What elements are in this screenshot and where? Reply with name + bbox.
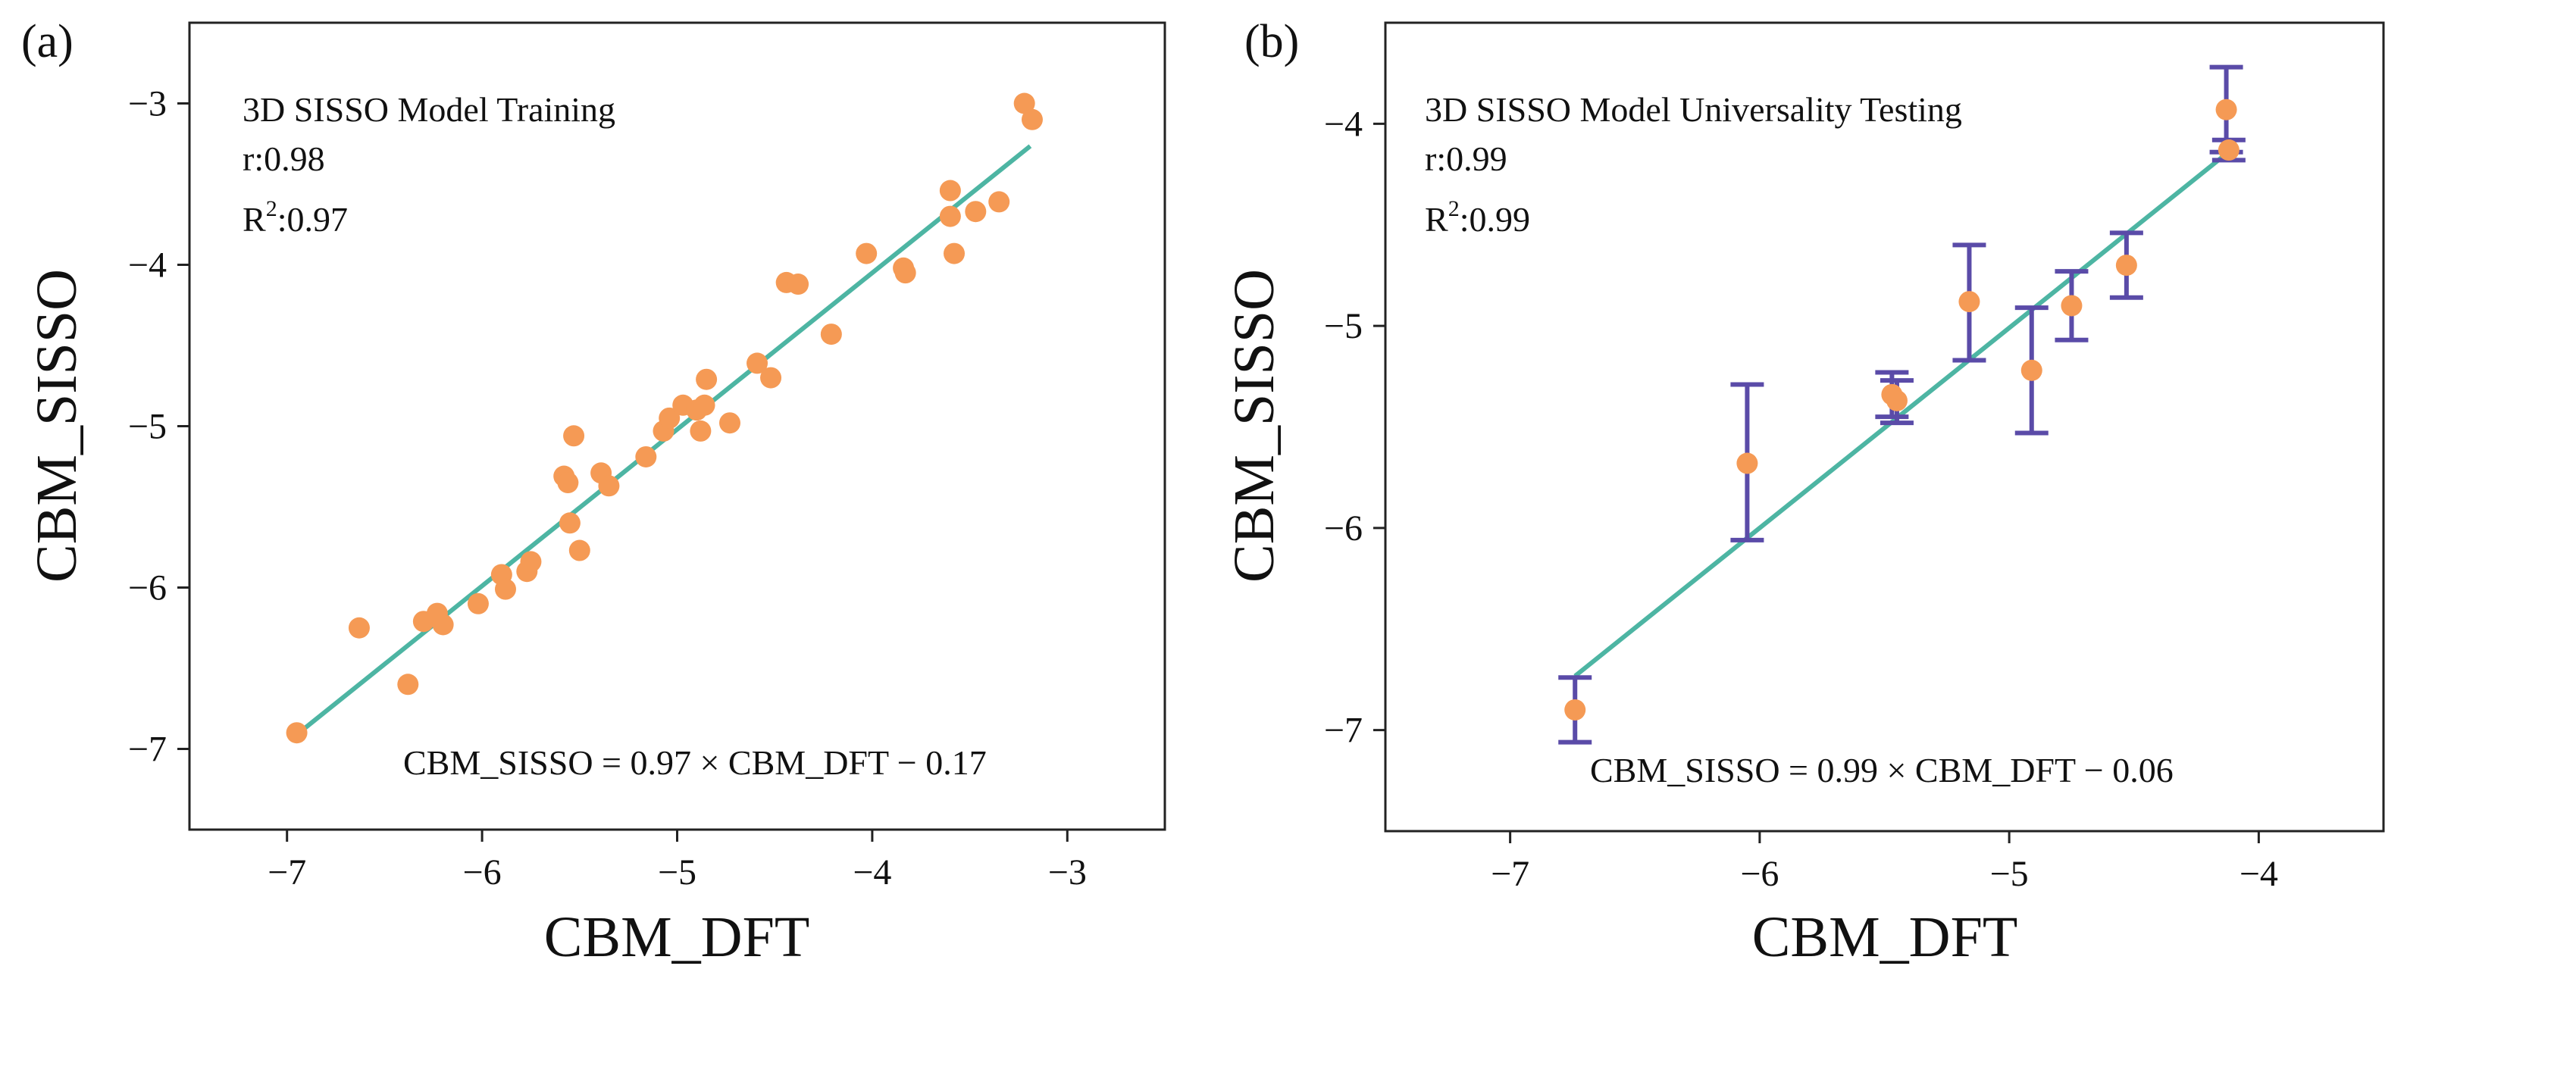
panel-a-r2-superscript: 2	[266, 196, 277, 221]
panel-b-fit-line-group	[1573, 150, 2230, 678]
panel-a-x-tick-label: −6	[463, 852, 502, 893]
panel-a-data-point	[1013, 92, 1035, 114]
panel-a-data-point	[348, 617, 370, 639]
panel-a-data-point	[432, 614, 454, 636]
panel-a-data-point	[787, 274, 809, 295]
panel-a-data-point	[939, 205, 961, 227]
panel-a-data-point	[760, 367, 782, 389]
panel-a-y-tick-label: −5	[128, 407, 167, 447]
panel-b-plot-frame	[1384, 21, 2385, 833]
panel-b-r2-value: :0.99	[1460, 200, 1530, 239]
panel-a-data-point	[696, 368, 718, 390]
panel-a: (a) −7 −6 −5 −4 −3 −7 −6 −5 −4 −3 3D SISSO Model …	[21, 16, 1166, 969]
panel-b-data-point	[2020, 359, 2042, 381]
panel-a-data-point	[635, 445, 657, 467]
panel-a-x-tick-label: −4	[853, 852, 891, 893]
panel-a-data-point	[820, 324, 842, 345]
panel-b-x-tick-label: −6	[1740, 854, 1779, 894]
panel-a-data-point	[598, 475, 620, 497]
panel-a-y-axis-title: CBM_SISSO	[25, 269, 89, 583]
panel-a-y-tick-label: −3	[128, 84, 167, 124]
panel-b-y-tick-label: −4	[1324, 104, 1363, 144]
panel-a-plot-frame	[188, 21, 1166, 831]
panel-b-data-point	[1736, 452, 1758, 474]
panel-b-r2-superscript: 2	[1448, 196, 1460, 221]
panel-b-y-axis-title: CBM_SISSO	[1222, 269, 1286, 583]
panel-a-data-point	[568, 539, 590, 561]
panel-b-equation: CBM_SISSO = 0.99 × CBM_DFT − 0.06	[1590, 751, 2174, 789]
panel-a-data-point	[693, 394, 715, 416]
panel-a-x-tick-label: −3	[1048, 852, 1087, 893]
panel-a-y-tick-label: −7	[128, 730, 167, 770]
panel-b-y-tick-label: −6	[1324, 508, 1363, 549]
panel-a-x-axis-title: CBM_DFT	[544, 905, 810, 969]
panel-a-data-point	[965, 201, 987, 223]
panel-a-title: 3D SISSO Model Training	[243, 90, 615, 129]
panel-a-r2-prefix: R	[243, 200, 266, 239]
panel-a-ticks-group: −7 −6 −5 −4 −3 −7 −6 −5 −4 −3	[128, 84, 1087, 893]
panel-a-data-point	[894, 262, 916, 284]
panel-a-y-tick-label: −6	[128, 568, 167, 608]
panel-b: (b) −7 −6 −5 −4 −7 −6 −5 −4 3D SISSO Model Univ…	[1222, 16, 2385, 969]
panel-a-label: (a)	[21, 16, 74, 67]
panel-a-data-point	[1021, 108, 1043, 130]
panel-a-data-point	[747, 352, 768, 374]
panel-a-r2-stat: R2:0.97	[243, 196, 348, 239]
panel-b-data-point	[2061, 295, 2083, 317]
panel-b-x-tick-label: −7	[1491, 854, 1529, 894]
panel-b-x-tick-label: −5	[1990, 854, 2029, 894]
panel-a-data-point	[988, 191, 1010, 213]
panel-a-r-stat: r:0.98	[243, 139, 325, 178]
panel-a-data-point	[690, 420, 712, 442]
panel-b-data-point	[1958, 291, 1980, 313]
panel-a-y-tick-label: −4	[128, 245, 167, 286]
panel-b-data-point	[2215, 98, 2237, 120]
panel-a-data-point	[563, 425, 585, 447]
panel-b-x-axis-title: CBM_DFT	[1752, 905, 2018, 969]
panel-b-ticks-group: −7 −6 −5 −4 −7 −6 −5 −4	[1324, 104, 2278, 894]
panel-a-data-point	[397, 674, 419, 696]
panel-a-data-point	[559, 512, 581, 534]
panel-a-data-point	[944, 242, 966, 264]
panel-a-data-point	[939, 180, 961, 202]
panel-b-fit-line	[1573, 150, 2230, 678]
panel-b-r2-stat: R2:0.99	[1425, 196, 1530, 239]
panel-b-y-tick-label: −5	[1324, 306, 1363, 346]
panel-a-r2-value: :0.97	[277, 200, 348, 239]
panel-b-label: (b)	[1244, 16, 1299, 67]
panel-b-data-point	[2115, 255, 2137, 277]
panel-a-data-point	[286, 722, 308, 744]
panel-a-points-group	[286, 92, 1043, 744]
panel-a-data-point	[856, 242, 878, 264]
panel-b-x-tick-label: −4	[2240, 854, 2278, 894]
panel-b-r-stat: r:0.99	[1425, 139, 1507, 178]
panel-b-y-tick-label: −7	[1324, 711, 1363, 751]
panel-a-data-point	[718, 412, 740, 434]
panel-a-data-point	[494, 578, 516, 600]
panel-a-data-point	[467, 592, 489, 614]
panel-a-equation: CBM_SISSO = 0.97 × CBM_DFT − 0.17	[403, 743, 987, 782]
panel-b-data-point	[2218, 139, 2240, 161]
panel-b-r2-prefix: R	[1425, 200, 1448, 239]
panel-a-data-point	[659, 407, 681, 429]
panel-b-data-point	[1564, 699, 1586, 721]
panel-a-x-tick-label: −7	[268, 852, 306, 893]
panel-b-points-group	[1564, 98, 2240, 721]
panel-a-data-point	[557, 472, 579, 494]
panel-b-data-point	[1886, 389, 1908, 411]
panel-b-title: 3D SISSO Model Universality Testing	[1425, 90, 1962, 129]
panel-a-data-point	[520, 551, 542, 573]
panel-a-x-tick-label: −5	[658, 852, 696, 893]
